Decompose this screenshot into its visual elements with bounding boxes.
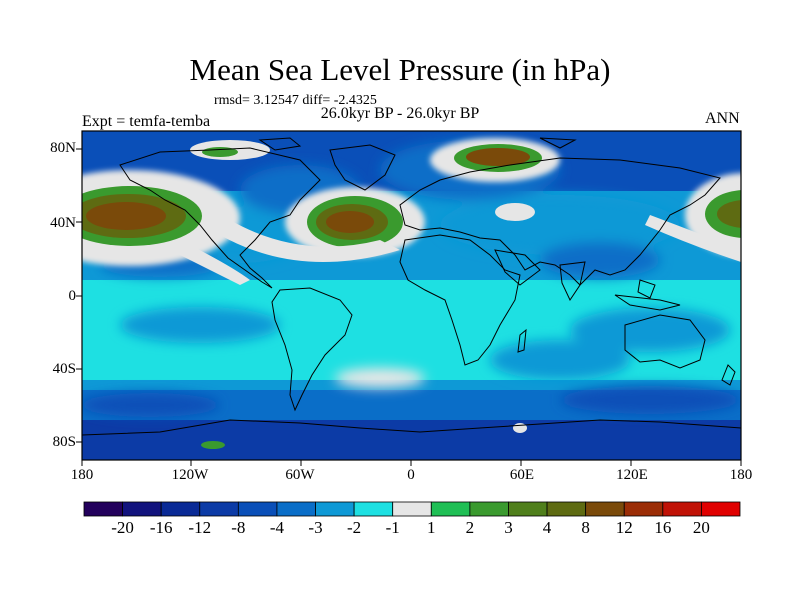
colorbar-swatch xyxy=(662,501,702,517)
antarctic-high-w xyxy=(201,441,225,449)
antarctic-neutral-e xyxy=(513,423,527,433)
indo-pacific-patch xyxy=(570,308,730,352)
east-asia-low xyxy=(540,242,660,278)
colorbar-swatch xyxy=(276,501,316,517)
colorbar xyxy=(83,501,741,517)
lat-tick-40n: 40N xyxy=(50,215,76,231)
colorbar-swatch xyxy=(623,501,664,517)
colorbar-swatch xyxy=(83,501,123,517)
colorbar-label: 12 xyxy=(615,518,633,537)
north-pacific-high-west xyxy=(82,170,240,266)
pacific-neutral-arc xyxy=(170,240,250,285)
s-pacific-patch xyxy=(120,307,280,343)
lat-tick-80n: 80N xyxy=(50,140,76,156)
s-indian-low xyxy=(560,386,740,414)
colorbar-swatch xyxy=(353,501,394,517)
pressure-field xyxy=(82,131,741,460)
colorbar-label: -2 xyxy=(347,518,362,537)
colorbar-swatch xyxy=(469,501,509,517)
colorbar-swatch xyxy=(237,501,278,517)
w-pacific-neutral-arc xyxy=(645,215,741,262)
colorbar-label: 1 xyxy=(427,518,436,537)
lat-tick-0: 0 xyxy=(68,288,77,304)
colorbar-label: 16 xyxy=(654,518,672,537)
colorbar-swatch xyxy=(315,501,355,517)
colorbar-swatch xyxy=(392,501,432,517)
colorbar-label: -12 xyxy=(188,518,212,537)
asia-mid-region xyxy=(440,195,680,255)
lat-tick-80s: 80S xyxy=(52,434,76,450)
colorbar-swatch xyxy=(160,501,201,517)
colorbar-label: 2 xyxy=(465,518,475,537)
colorbar-label: -8 xyxy=(231,518,246,537)
scandinavian-high xyxy=(430,138,560,182)
colorbar-swatch xyxy=(701,501,741,517)
map-title: Mean Sea Level Pressure (in hPa) xyxy=(189,52,611,87)
colorbar-label: 20 xyxy=(692,518,710,537)
coastlines xyxy=(82,137,741,436)
lon-tick-180e: 180 xyxy=(729,467,753,483)
colorbar-swatch xyxy=(199,501,239,517)
colorbar-label: -4 xyxy=(269,518,285,537)
colorbar-label: -16 xyxy=(149,518,173,537)
caspian-neutral xyxy=(495,203,535,221)
colorbar-label: -3 xyxy=(308,518,323,537)
lon-tick-120e: 120E xyxy=(616,467,648,483)
lon-tick-120w: 120W xyxy=(171,467,209,483)
atlantic-neutral-arc xyxy=(220,220,400,262)
axis-ticks xyxy=(76,148,742,466)
lon-tick-60e: 60E xyxy=(509,467,535,483)
period-label: 26.0kyr BP - 26.0kyr BP xyxy=(320,105,480,122)
lon-tick-180w: 180 xyxy=(70,467,94,483)
colorbar-label: 8 xyxy=(581,518,590,537)
colorbar-swatch xyxy=(585,501,625,517)
s-atlantic-neutral xyxy=(335,368,425,388)
colorbar-label: -1 xyxy=(385,518,400,537)
colorbar-swatch xyxy=(546,501,587,517)
s-pacific-low xyxy=(82,393,220,417)
colorbar-label: 3 xyxy=(504,518,513,537)
experiment-label: Expt = temfa-temba xyxy=(82,113,211,130)
colorbar-swatch xyxy=(508,501,548,517)
north-atlantic-high xyxy=(285,187,425,257)
lon-tick-0: 0 xyxy=(407,467,415,483)
lon-tick-60w: 60W xyxy=(285,467,315,483)
colorbar-swatch xyxy=(430,501,471,517)
antarctic-band xyxy=(82,420,741,460)
rmsd-diff-stats: rmsd= 3.12547 diff= -2.4325 xyxy=(214,93,377,108)
colorbar-swatch xyxy=(122,501,162,517)
colorbar-label: 4 xyxy=(542,518,552,537)
indian-ocean-patch xyxy=(490,340,630,380)
lat-tick-40s: 40S xyxy=(52,361,76,377)
colorbar-label: -20 xyxy=(111,518,134,537)
season-label: ANN xyxy=(705,110,740,127)
